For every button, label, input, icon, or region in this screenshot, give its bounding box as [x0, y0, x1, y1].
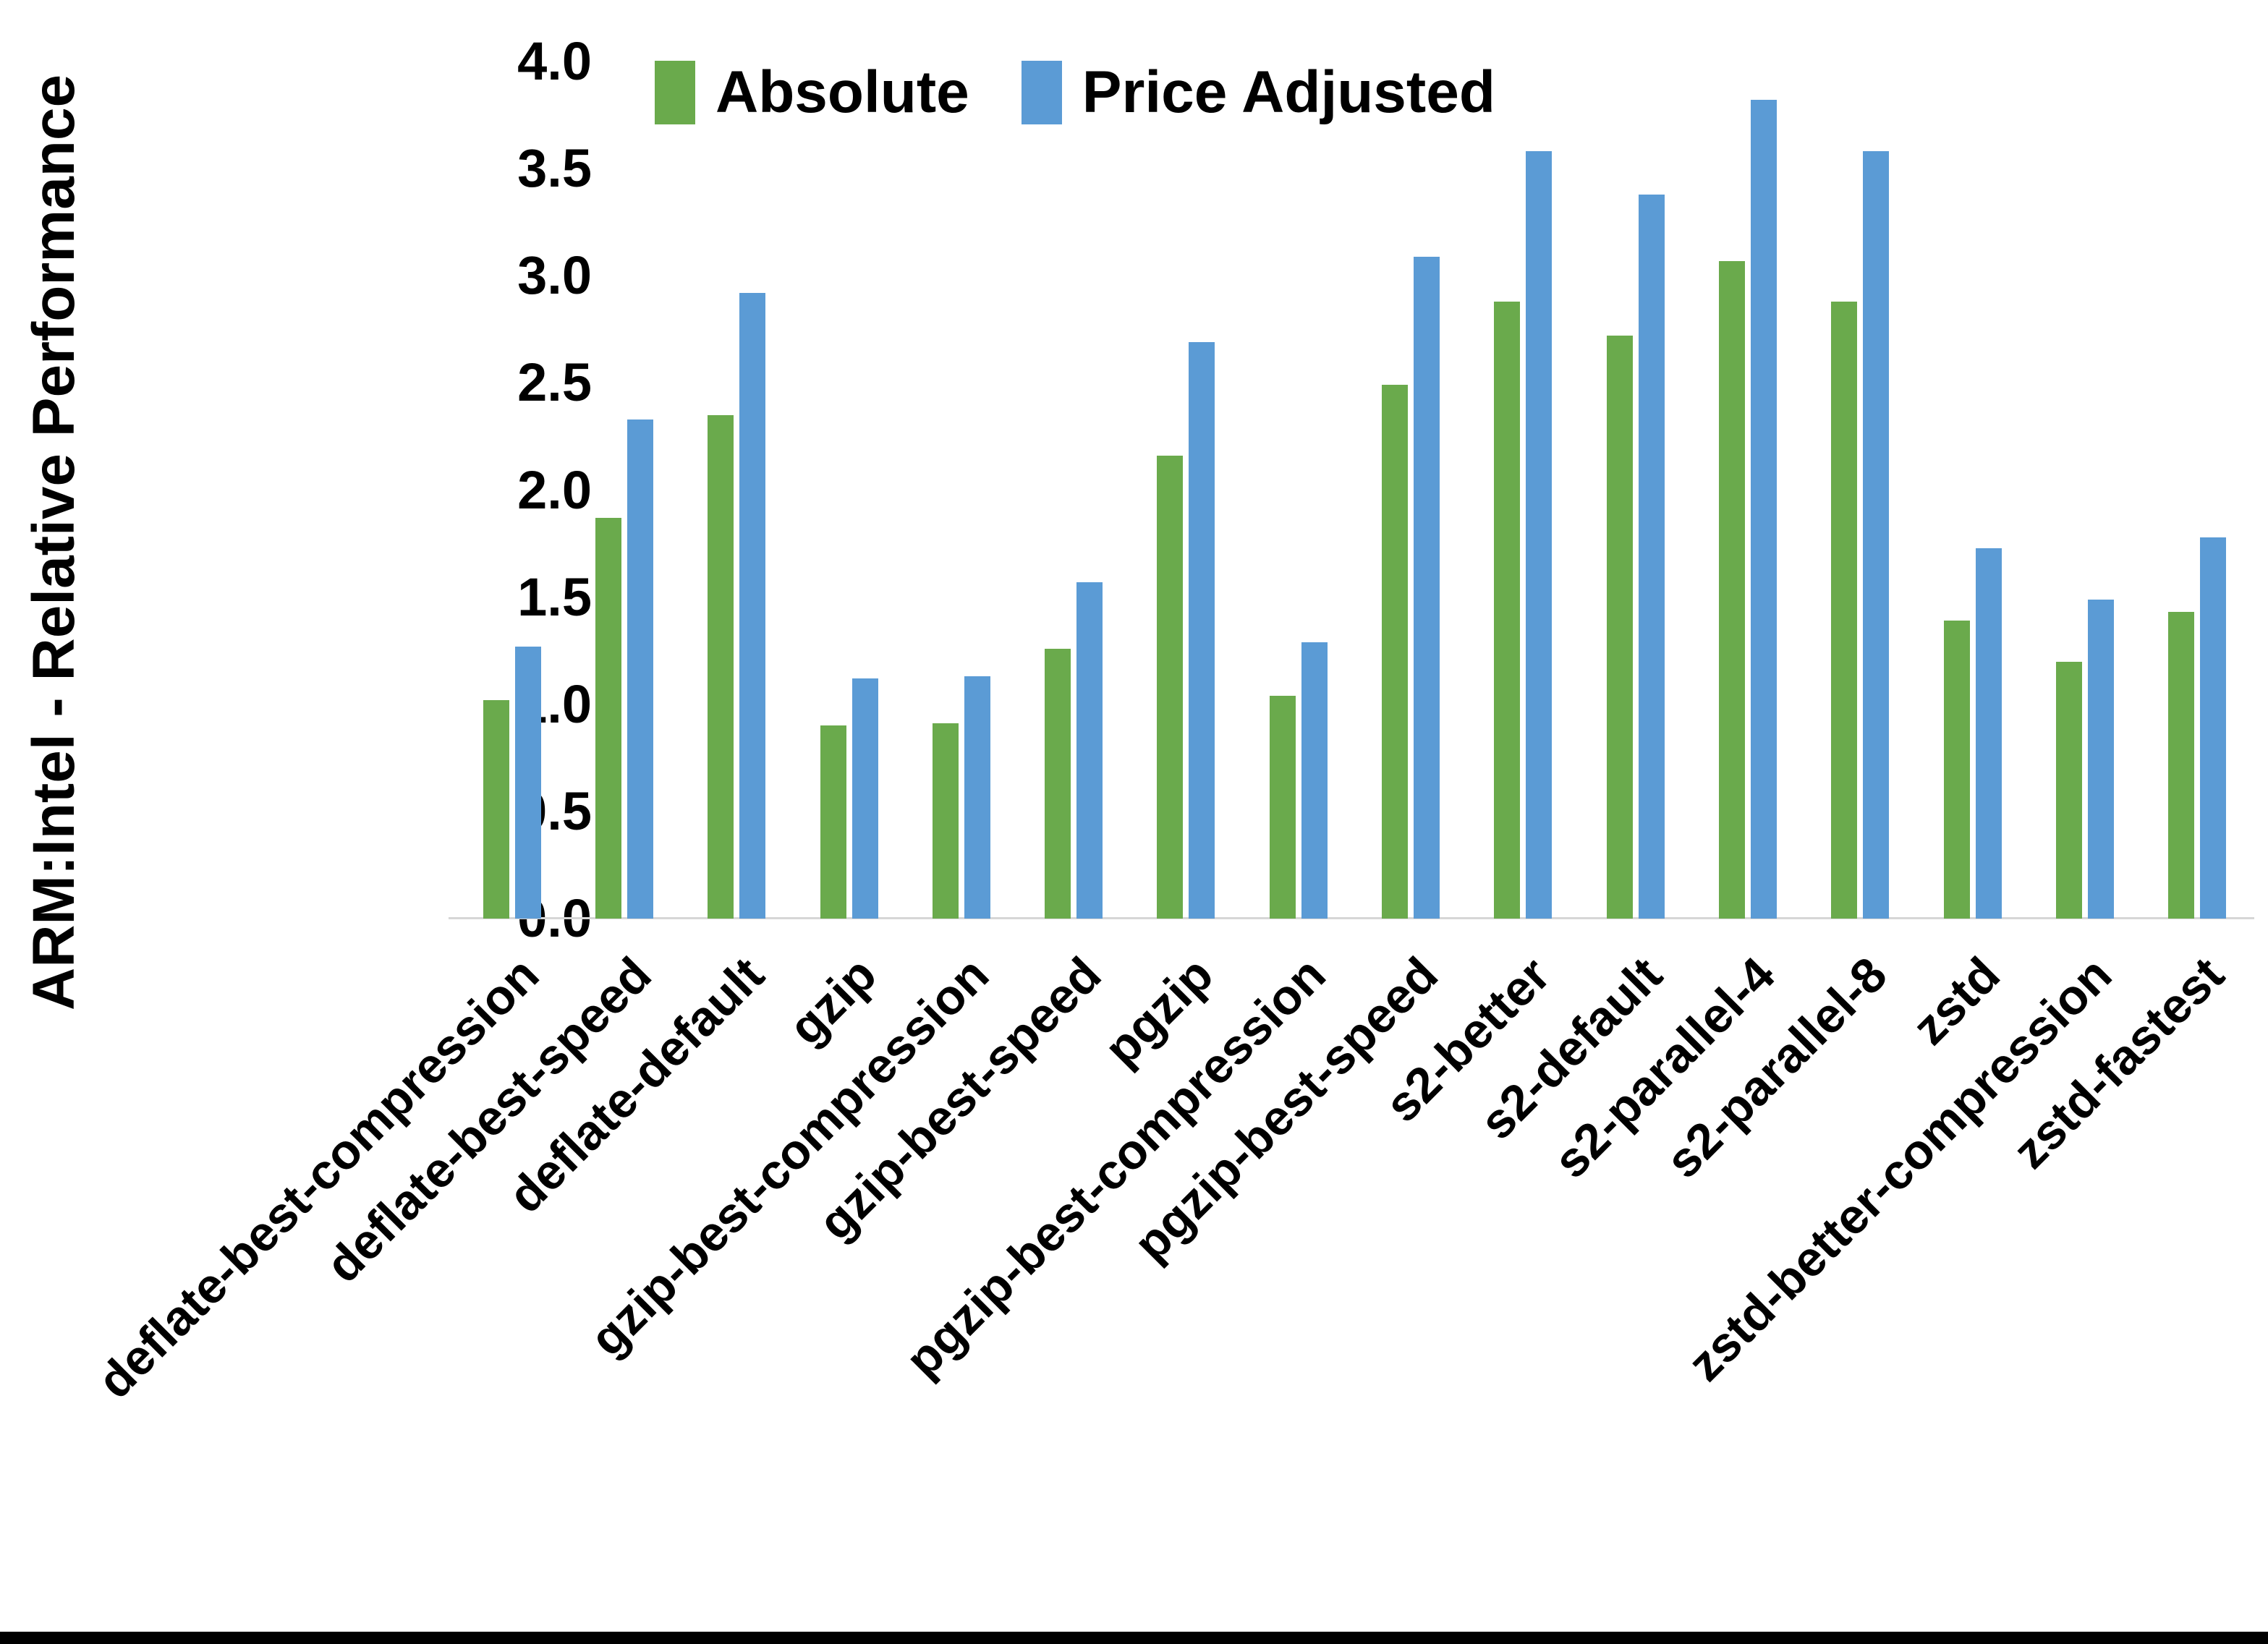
- bar-price-adjusted-pgzip-best-speed: [1414, 256, 1440, 919]
- y-tick-label-1.5: 1.5: [517, 566, 592, 627]
- x-axis-line: [449, 917, 2254, 919]
- bar-absolute-s2-default: [1606, 336, 1633, 919]
- bar-price-adjusted-deflate-best-speed: [627, 419, 653, 919]
- bar-absolute-zstd: [1943, 621, 1970, 919]
- x-axis-label-deflate-best-compression: deflate-best-compression: [87, 947, 550, 1410]
- bar-price-adjusted-s2-better: [1526, 151, 1553, 919]
- bar-absolute-zstd-better-compression: [2055, 661, 2082, 919]
- bar-absolute-s2-better: [1494, 301, 1521, 919]
- bar-absolute-zstd-fastest: [2168, 612, 2195, 919]
- bar-absolute-s2-parallel-4: [1718, 260, 1745, 919]
- bar-price-adjusted-gzip-best-compression: [964, 676, 990, 919]
- bar-absolute-deflate-best-compression: [483, 699, 509, 919]
- bar-price-adjusted-pgzip: [1189, 342, 1215, 919]
- y-tick-label-4.0: 4.0: [517, 31, 592, 91]
- legend-label-absolute: Absolute: [715, 59, 969, 125]
- bar-price-adjusted-zstd-fastest: [2200, 537, 2227, 919]
- bar-price-adjusted-pgzip-best-compression: [1301, 642, 1328, 919]
- bar-absolute-gzip-best-speed: [1045, 648, 1071, 919]
- bar-absolute-gzip: [820, 725, 846, 919]
- bar-absolute-pgzip: [1157, 456, 1184, 919]
- bar-price-adjusted-zstd: [1975, 548, 2002, 919]
- bar-price-adjusted-s2-parallel-8: [1863, 151, 1890, 919]
- bar-price-adjusted-s2-default: [1638, 194, 1665, 919]
- bar-absolute-deflate-best-speed: [595, 518, 621, 919]
- legend-item-absolute: Absolute: [655, 61, 969, 124]
- bar-price-adjusted-gzip-best-speed: [1076, 582, 1103, 919]
- y-tick-label-3.5: 3.5: [517, 138, 592, 199]
- bar-absolute-deflate-default: [708, 414, 734, 919]
- bar-price-adjusted-deflate-default: [739, 292, 766, 919]
- legend-marker-absolute: [655, 61, 695, 124]
- bar-price-adjusted-gzip: [851, 678, 878, 919]
- legend: Absolute Price Adjusted: [655, 61, 1495, 124]
- y-tick-label-2.5: 2.5: [517, 352, 592, 413]
- bottom-border: [0, 1632, 2268, 1644]
- legend-marker-price-adjusted: [1021, 61, 1062, 124]
- legend-label-price-adjusted: Price Adjusted: [1082, 59, 1495, 125]
- bar-absolute-pgzip-best-speed: [1382, 385, 1409, 919]
- y-axis-title: ARM:Intel - Relative Performance: [21, 74, 87, 1011]
- bar-absolute-pgzip-best-compression: [1269, 695, 1296, 919]
- bar-price-adjusted-zstd-better-compression: [2087, 599, 2114, 919]
- y-tick-label-3.0: 3.0: [517, 245, 592, 306]
- y-tick-label-2.0: 2.0: [517, 459, 592, 520]
- bar-absolute-s2-parallel-8: [1831, 301, 1858, 919]
- bar-price-adjusted-s2-parallel-4: [1750, 100, 1777, 919]
- legend-item-price-adjusted: Price Adjusted: [1021, 59, 1495, 125]
- bar-absolute-gzip-best-compression: [932, 723, 959, 919]
- bar-price-adjusted-deflate-best-compression: [514, 646, 541, 919]
